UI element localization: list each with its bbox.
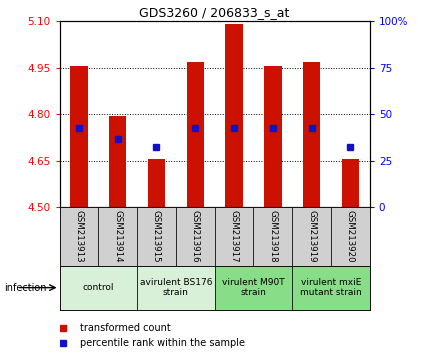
Bar [215, 207, 253, 266]
Bar [331, 207, 370, 266]
Bar [264, 66, 281, 207]
Bar [137, 266, 215, 310]
Text: GSM213914: GSM213914 [113, 210, 122, 263]
Text: GSM213915: GSM213915 [152, 210, 161, 263]
Bar [292, 266, 370, 310]
Text: GSM213919: GSM213919 [307, 210, 316, 263]
Bar [303, 62, 320, 207]
Text: GSM213917: GSM213917 [230, 210, 238, 263]
Bar [187, 62, 204, 207]
Text: percentile rank within the sample: percentile rank within the sample [79, 338, 245, 348]
Bar [137, 207, 176, 266]
Bar [225, 24, 243, 207]
Bar [253, 207, 292, 266]
Bar [98, 207, 137, 266]
Text: GSM213913: GSM213913 [74, 210, 83, 263]
Bar [342, 159, 359, 207]
Text: infection: infection [4, 282, 47, 293]
Text: avirulent BS176
strain: avirulent BS176 strain [139, 278, 212, 297]
Bar [70, 66, 88, 207]
Title: GDS3260 / 206833_s_at: GDS3260 / 206833_s_at [139, 6, 290, 19]
Text: virulent mxiE
mutant strain: virulent mxiE mutant strain [300, 278, 362, 297]
Bar [215, 266, 292, 310]
Text: transformed count: transformed count [79, 322, 170, 332]
Text: GSM213916: GSM213916 [191, 210, 200, 263]
Bar [109, 116, 126, 207]
Text: GSM213918: GSM213918 [268, 210, 277, 263]
Text: virulent M90T
strain: virulent M90T strain [222, 278, 285, 297]
Bar [176, 207, 215, 266]
Bar [292, 207, 331, 266]
Bar [60, 266, 137, 310]
Text: GSM213920: GSM213920 [346, 210, 355, 263]
Bar [148, 159, 165, 207]
Bar [60, 207, 98, 266]
Text: control: control [82, 283, 114, 292]
